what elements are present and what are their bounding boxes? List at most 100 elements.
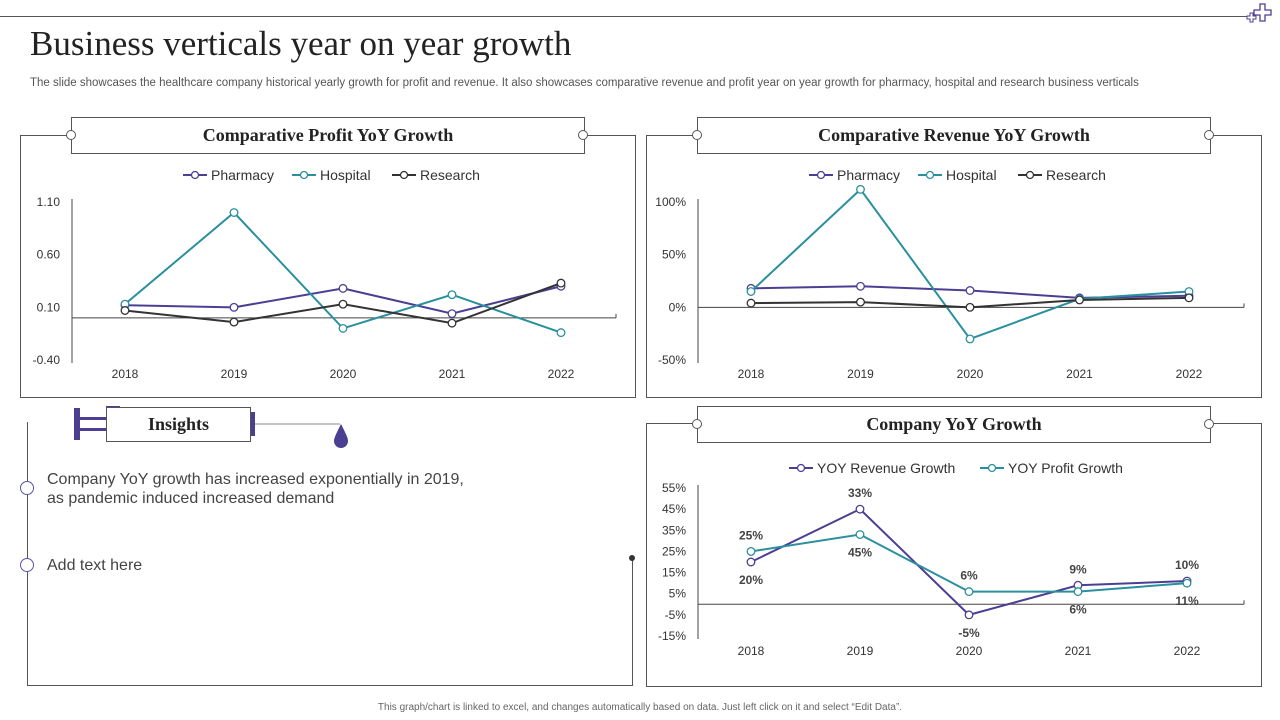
y-tick-label: 45% — [662, 502, 686, 516]
legend-swatch-marker — [816, 170, 826, 180]
revenue-title-knob-left — [692, 130, 702, 140]
y-tick-label: 55% — [662, 481, 686, 495]
insight-text-1-line2: as pandemic induced increased demand — [47, 490, 335, 507]
legend-swatch-marker — [1025, 170, 1035, 180]
data-point-yoy-revenue-growth — [855, 504, 865, 514]
y-tick-label: 1.10 — [37, 195, 61, 209]
insights-panel-right-rule — [632, 558, 633, 686]
x-tick-label: 2021 — [1065, 644, 1092, 658]
data-point-yoy-revenue-growth — [746, 557, 756, 567]
legend-entry-pharmacy: Pharmacy — [183, 167, 274, 183]
data-point-research — [1075, 295, 1084, 305]
legend-entry-yoy-profit-growth: YOY Profit Growth — [980, 460, 1123, 476]
data-label-yoy-revenue-growth: 10% — [1175, 558, 1199, 572]
x-tick-label: 2019 — [847, 367, 874, 381]
revenue-title-knob-right — [1204, 130, 1214, 140]
company-line-chart: 55% 45% 35% 25% 15% 5% -5% -15% 2018 2019 2020 2021… — [658, 460, 1245, 658]
profit-chart-panel — [20, 135, 636, 398]
top-rule — [0, 16, 1248, 17]
y-tick-label: 0.60 — [37, 248, 61, 262]
data-point-research — [856, 297, 865, 307]
legend-label: Hospital — [320, 167, 371, 183]
revenue-chart-title: Comparative Revenue YoY Growth — [697, 117, 1211, 154]
profit-line-chart: 1.10 0.60 0.10 -0.40 2018 2019 2020 2021 2022 Pha… — [33, 167, 617, 381]
data-point-pharmacy — [338, 283, 348, 293]
data-point-research — [556, 278, 566, 288]
insights-title: Insights — [106, 407, 251, 442]
x-tick-label: 2018 — [738, 644, 765, 658]
data-point-pharmacy — [447, 309, 457, 319]
legend-swatch-marker — [299, 170, 309, 180]
data-point-research — [120, 306, 130, 315]
legend-label: Pharmacy — [211, 167, 274, 183]
legend-label: Research — [1046, 167, 1106, 183]
insight-bullet-1 — [20, 481, 34, 495]
company-title-knob-right — [1204, 419, 1214, 429]
y-tick-label: 0.10 — [37, 300, 61, 314]
data-point-hospital — [556, 328, 566, 338]
legend-swatch-marker — [399, 170, 409, 180]
data-point-pharmacy — [965, 286, 975, 295]
data-point-research — [746, 298, 756, 308]
data-point-yoy-revenue-growth — [964, 610, 974, 620]
legend-swatch-marker — [190, 170, 200, 180]
x-tick-label: 2021 — [1066, 367, 1093, 381]
y-tick-label: 15% — [662, 566, 686, 580]
insights-panel — [27, 422, 633, 686]
data-label-yoy-profit-growth: 45% — [848, 546, 872, 560]
legend-entry-yoy-revenue-growth: YOY Revenue Growth — [789, 460, 955, 476]
x-tick-label: 2020 — [956, 644, 983, 658]
profit-title-knob-left — [66, 130, 76, 140]
data-point-hospital — [338, 323, 348, 333]
legend-entry-pharmacy: Pharmacy — [809, 167, 900, 183]
data-label-yoy-profit-growth: 6% — [1069, 603, 1087, 617]
plus-cross-icon — [1246, 3, 1272, 23]
x-tick-label: 2022 — [548, 367, 575, 381]
page-title: Business verticals year on year growth — [30, 24, 572, 63]
data-point-yoy-profit-growth — [964, 587, 974, 597]
x-tick-label: 2019 — [221, 367, 248, 381]
x-tick-label: 2019 — [847, 644, 874, 658]
data-label-yoy-revenue-growth: 20% — [739, 573, 763, 587]
insight-bullet-2 — [20, 558, 34, 572]
insight-text-2: Add text here — [47, 557, 143, 574]
legend-swatch-marker — [925, 170, 935, 180]
data-point-yoy-profit-growth — [1073, 587, 1083, 597]
y-tick-label: -5% — [665, 608, 687, 622]
legend-label: YOY Revenue Growth — [817, 460, 955, 476]
data-point-research — [338, 299, 348, 309]
legend-swatch-marker — [987, 463, 997, 473]
x-tick-label: 2021 — [439, 367, 466, 381]
y-tick-label: 50% — [662, 248, 686, 262]
x-tick-label: 2020 — [330, 367, 357, 381]
x-tick-label: 2018 — [738, 367, 765, 381]
y-tick-label: 5% — [669, 587, 687, 601]
y-tick-label: 0% — [669, 300, 687, 314]
x-tick-label: 2022 — [1174, 644, 1201, 658]
x-tick-label: 2018 — [112, 367, 139, 381]
x-tick-label: 2020 — [957, 367, 984, 381]
legend-label: Research — [420, 167, 480, 183]
legend-entry-hospital: Hospital — [918, 167, 997, 183]
footer-note: This graph/chart is linked to excel, and… — [377, 702, 903, 713]
legend-entry-research: Research — [1018, 167, 1106, 183]
insight-text-1-line1: Company YoY growth has increased exponen… — [47, 471, 464, 488]
profit-title-knob-right — [578, 130, 588, 140]
profit-chart-title: Comparative Profit YoY Growth — [71, 117, 585, 154]
legend-label: Pharmacy — [837, 167, 900, 183]
data-label-yoy-profit-growth: 11% — [1175, 594, 1199, 608]
data-point-hospital — [856, 184, 865, 194]
x-tick-label: 2022 — [1176, 367, 1203, 381]
series-line-yoy-revenue-growth — [750, 507, 1188, 616]
data-label-yoy-revenue-growth: -5% — [958, 626, 980, 640]
data-point-yoy-profit-growth — [1182, 578, 1192, 588]
data-label-yoy-profit-growth: 25% — [739, 528, 763, 542]
data-point-research — [1184, 293, 1194, 303]
data-point-pharmacy — [856, 281, 865, 291]
data-point-yoy-profit-growth — [855, 530, 865, 539]
legend-entry-research: Research — [392, 167, 480, 183]
data-point-yoy-profit-growth — [746, 546, 756, 556]
insights-panel-dot — [629, 555, 635, 561]
data-label-yoy-revenue-growth: 9% — [1069, 562, 1087, 576]
company-chart-title: Company YoY Growth — [697, 406, 1211, 443]
